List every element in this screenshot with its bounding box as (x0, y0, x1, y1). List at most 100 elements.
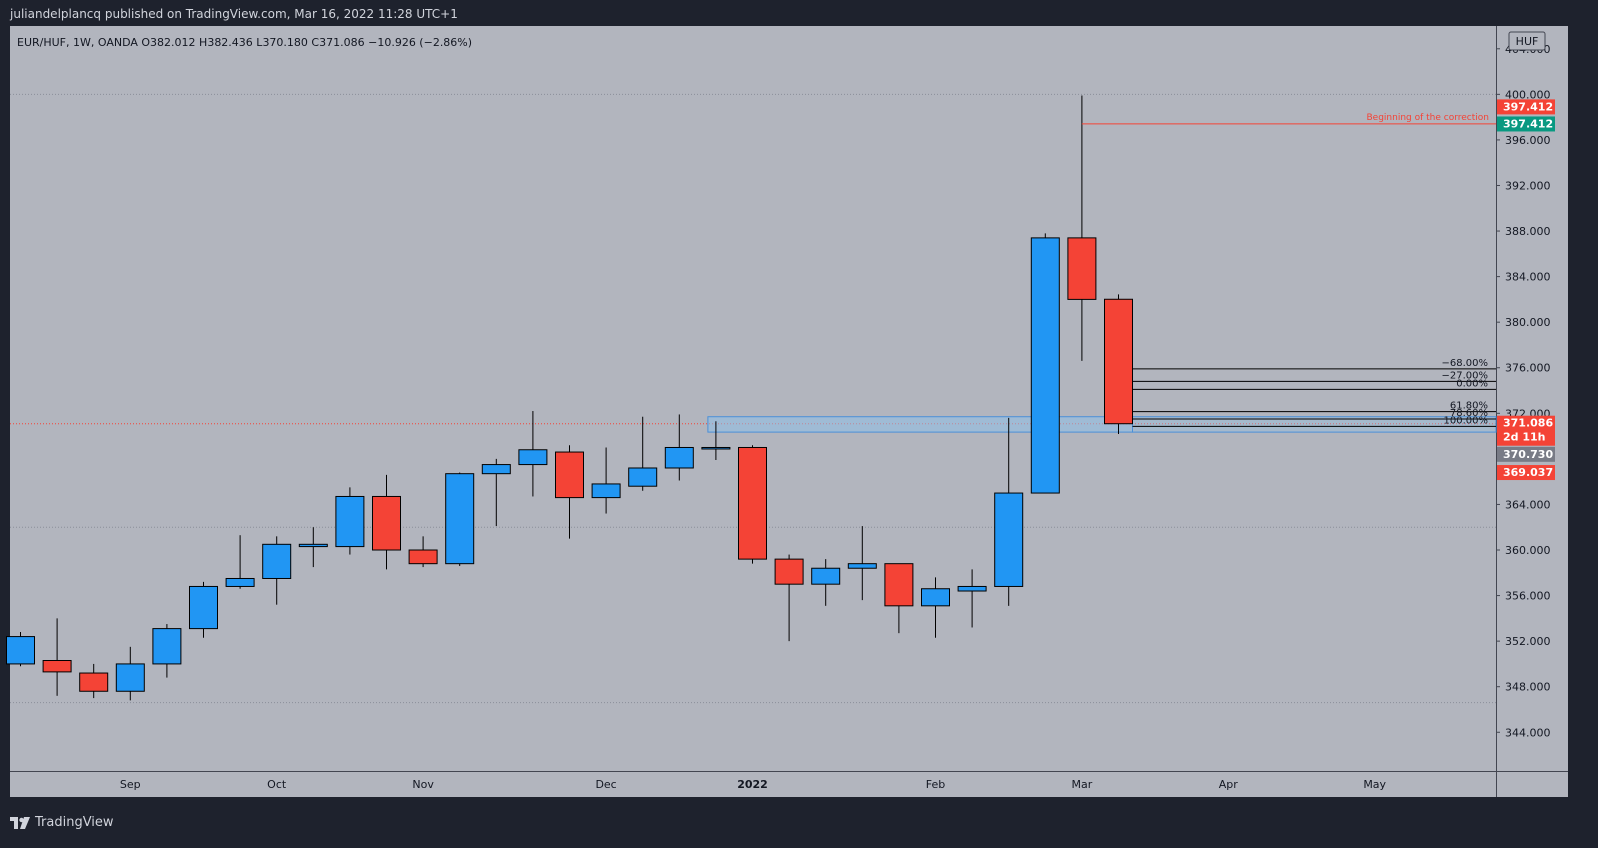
fib-label: 100.00% (1444, 415, 1489, 426)
candle-body-bull (628, 467, 658, 487)
candle-body-bear (372, 495, 401, 551)
price-badge-label: 371.086 (1503, 417, 1553, 430)
y-tick-label: 396.000 (1505, 134, 1551, 147)
currency-label: HUF (1516, 35, 1539, 48)
candle-body-bear (79, 672, 109, 692)
candle-body-bear (408, 549, 438, 565)
candle (1067, 95, 1097, 361)
price-badge-label: 397.412 (1503, 100, 1553, 113)
candle-body-bull (481, 464, 511, 475)
candle-body-bull (262, 543, 292, 579)
y-tick-label: 388.000 (1505, 225, 1551, 238)
price-badge (1497, 99, 1555, 115)
header-bar (0, 0, 1598, 26)
x-tick-label: 2022 (737, 778, 768, 791)
candle (921, 577, 950, 638)
candle-body-bear (555, 451, 584, 499)
candle (481, 458, 511, 527)
candle-body-bear (738, 446, 767, 560)
symbol-name: EUR/HUF, 1W, OANDA (17, 36, 138, 49)
correction-label: Beginning of the correction (1366, 113, 1489, 123)
candle (262, 536, 292, 605)
fib-label: −27.00% (1441, 370, 1488, 381)
candle-body-bull (189, 585, 218, 630)
right-gutter (1568, 26, 1598, 807)
candle (408, 536, 438, 568)
x-tick-label: Sep (120, 778, 141, 791)
candle-body-bull (847, 563, 877, 569)
candle (1030, 233, 1060, 494)
y-tick-label: 352.000 (1505, 635, 1551, 648)
candle (664, 414, 694, 481)
support-zone-extension (1132, 416, 1497, 433)
y-tick-label: 380.000 (1505, 316, 1551, 329)
ohlc-high: H382.436 (196, 36, 253, 49)
candle (115, 646, 145, 701)
x-tick-label: Dec (595, 778, 616, 791)
candle (42, 618, 72, 696)
y-tick-label: 364.000 (1505, 498, 1551, 511)
candle-body-bull (994, 492, 1024, 587)
candle-body-bull (335, 495, 365, 548)
x-tick-label: Oct (267, 778, 287, 791)
price-badge-timer: 2d 11h (1503, 431, 1546, 444)
x-tick-label: Feb (926, 778, 945, 791)
time-axis (10, 771, 1496, 797)
ohlc-low: L370.180 (253, 36, 308, 49)
price-badge (1497, 116, 1555, 132)
candle-body-bull (811, 567, 841, 585)
candle (1104, 294, 1133, 435)
candle (884, 563, 914, 634)
candle-body-bull (664, 446, 694, 469)
tradingview-brand[interactable]: TradingView (10, 815, 114, 830)
candle-body-bull (115, 663, 145, 692)
candle-body-bull (225, 577, 255, 587)
candle-body-bull (1030, 237, 1060, 494)
fib-label: 61.80% (1450, 401, 1488, 412)
candle-body-bull (957, 585, 987, 592)
candle (189, 581, 218, 638)
candle (518, 411, 548, 497)
candle (994, 417, 1024, 606)
price-axis (1496, 26, 1568, 797)
candle (555, 445, 584, 539)
candle-body-bull (701, 446, 731, 450)
candle (628, 416, 658, 491)
x-tick-label: May (1363, 778, 1386, 791)
candle-body-bear (774, 558, 804, 585)
candle (225, 535, 255, 589)
y-tick-label: 348.000 (1505, 681, 1551, 694)
y-tick-label: 384.000 (1505, 271, 1551, 284)
price-badge-label: 369.037 (1503, 466, 1553, 479)
candle (701, 421, 731, 461)
y-tick-label: 392.000 (1505, 179, 1551, 192)
candle-body-bull (445, 473, 475, 565)
x-tick-label: Mar (1072, 778, 1093, 791)
y-tick-label: 356.000 (1505, 590, 1551, 603)
currency-box (1508, 31, 1546, 51)
price-badge (1497, 415, 1555, 446)
y-tick-label: 400.000 (1505, 88, 1551, 101)
publisher-line: juliandelplancq published on TradingView… (10, 7, 458, 21)
footer-bar (0, 806, 1598, 848)
candle (957, 569, 987, 628)
x-tick-label: Apr (1219, 778, 1239, 791)
ohlc-change: −10.926 (−2.86%) (365, 36, 472, 49)
candle-body-bear (1067, 237, 1097, 300)
candle-body-bull (518, 449, 548, 466)
y-tick-label: 360.000 (1505, 544, 1551, 557)
candle (372, 474, 401, 570)
candle-body-bull (6, 636, 35, 665)
fib-label: −68.00% (1441, 358, 1488, 369)
candle (445, 472, 475, 566)
candle (6, 632, 35, 667)
ohlc-close: C371.086 (308, 36, 365, 49)
tradingview-logo-icon (10, 816, 30, 829)
candle (774, 554, 804, 642)
candle (811, 559, 841, 606)
candle (738, 445, 767, 564)
y-tick-label: 344.000 (1505, 726, 1551, 739)
price-badge-label: 370.730 (1503, 448, 1553, 461)
support-zone (707, 416, 1134, 433)
